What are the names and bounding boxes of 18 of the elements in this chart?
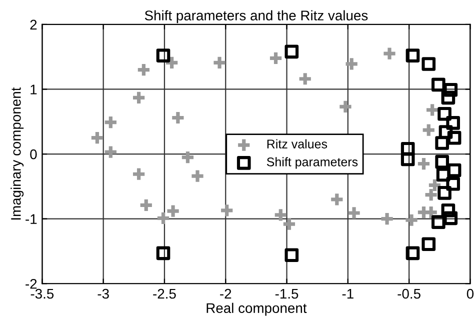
x-tick-label: -2 (220, 288, 232, 299)
x-tick-label: -0.5 (398, 288, 420, 299)
y-tick-label: 2 (30, 20, 37, 30)
y-axis-title: Imaginary component (10, 87, 24, 220)
chart-title: Shift parameters and the Ritz values (144, 10, 368, 24)
x-tick-label: -1 (342, 288, 354, 299)
x-tick-label: 0 (466, 288, 474, 299)
legend-label: Shift parameters (266, 157, 358, 169)
legend-label: Ritz values (267, 139, 328, 148)
y-tick-label: -1 (26, 214, 37, 224)
x-axis-title: Real component (206, 302, 307, 316)
y-tick-label: 1 (30, 84, 37, 94)
x-tick-label: -2.5 (153, 288, 176, 299)
y-tick-label: 0 (30, 149, 37, 160)
x-tick-label: -3 (98, 288, 109, 299)
x-tick-label: -3.5 (30, 288, 54, 299)
y-tick-label: -2 (26, 278, 37, 289)
x-tick-label: -1.5 (275, 288, 298, 299)
